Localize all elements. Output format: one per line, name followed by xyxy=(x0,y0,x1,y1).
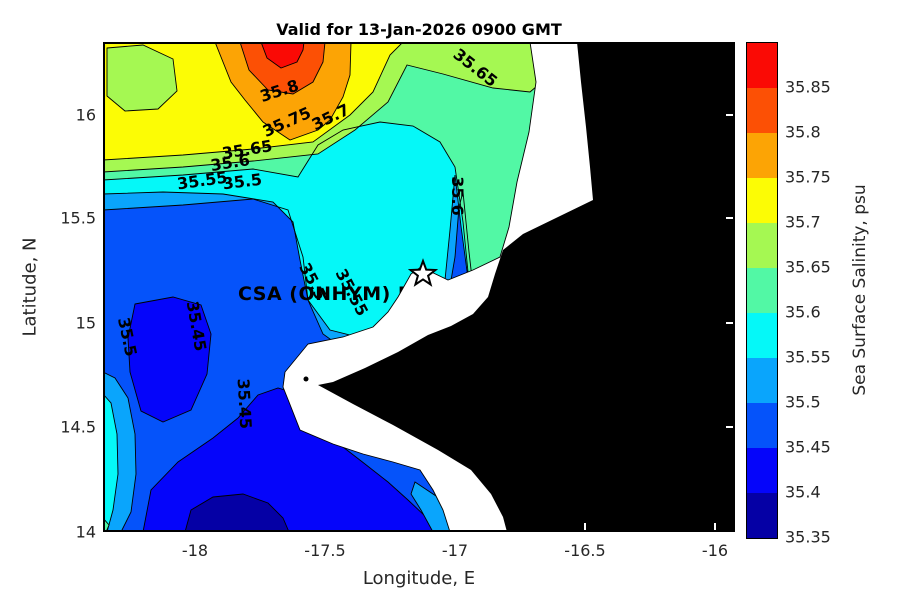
map-plot-area: CSA (ONHYM) PPL E 35.8 35.75 35.7 35.65 35.6… xyxy=(102,41,736,533)
colorbar-tick-label: 35.45 xyxy=(785,437,831,457)
colorbar-tick-label: 35.7 xyxy=(785,212,821,232)
y-tick-label: 15.5 xyxy=(60,208,96,228)
colorbar-segment xyxy=(747,178,777,223)
y-tick-label: 15 xyxy=(75,313,96,333)
colorbar-tick-label: 35.65 xyxy=(785,257,831,277)
inside-tick-marks xyxy=(584,114,734,531)
y-tick-label: 16 xyxy=(75,105,96,125)
colorbar-tick-label: 35.55 xyxy=(785,347,831,367)
colorbar-tick-label: 35.5 xyxy=(785,392,821,412)
colorbar-segment xyxy=(747,133,777,178)
x-axis-label: Longitude, E xyxy=(362,568,476,589)
colorbar xyxy=(746,42,778,539)
y-tick-label: 14.5 xyxy=(60,417,96,437)
y-tick-label: 14 xyxy=(75,522,96,542)
colorbar-segment xyxy=(747,88,777,133)
x-tick-label: -16.5 xyxy=(564,541,606,560)
colorbar-tick-label: 35.35 xyxy=(785,527,831,547)
colorbar-label: Sea Surface Salinity, psu xyxy=(850,184,870,396)
salinity-contour-map: CSA (ONHYM) PPL E 35.835.7535.735.6535.6… xyxy=(102,41,736,533)
islet xyxy=(303,376,309,382)
x-tick-label: -17 xyxy=(441,541,469,560)
colorbar-tick-label: 35.6 xyxy=(785,302,821,322)
contour-label: 35.5 xyxy=(222,170,264,194)
colorbar-segment xyxy=(747,358,777,403)
station-star-marker xyxy=(407,258,439,287)
colorbar-tick-label: 35.85 xyxy=(785,77,831,97)
x-tick-label: -17.5 xyxy=(304,541,346,560)
colorbar-tick-label: 35.4 xyxy=(785,482,821,502)
y-axis-label: Latitude, N xyxy=(19,237,41,337)
colorbar-segment xyxy=(747,223,777,268)
x-tick-label: -16 xyxy=(701,541,729,560)
colorbar-segment xyxy=(747,403,777,448)
land-mask xyxy=(318,42,735,532)
colorbar-segment xyxy=(747,268,777,313)
contour-label: 35.6 xyxy=(448,176,467,215)
x-tick-label: -18 xyxy=(181,541,209,560)
plot-title: Valid for 13-Jan-2026 0900 GMT xyxy=(276,20,562,39)
colorbar-tick-label: 35.8 xyxy=(785,122,821,142)
colorbar-segment xyxy=(747,313,777,358)
colorbar-segment xyxy=(747,493,777,538)
colorbar-segment xyxy=(747,448,777,493)
axes-box-border xyxy=(103,42,735,532)
contour-label: 35.45 xyxy=(234,378,256,430)
colorbar-tick-label: 35.75 xyxy=(785,167,831,187)
colorbar-segment xyxy=(747,43,777,88)
